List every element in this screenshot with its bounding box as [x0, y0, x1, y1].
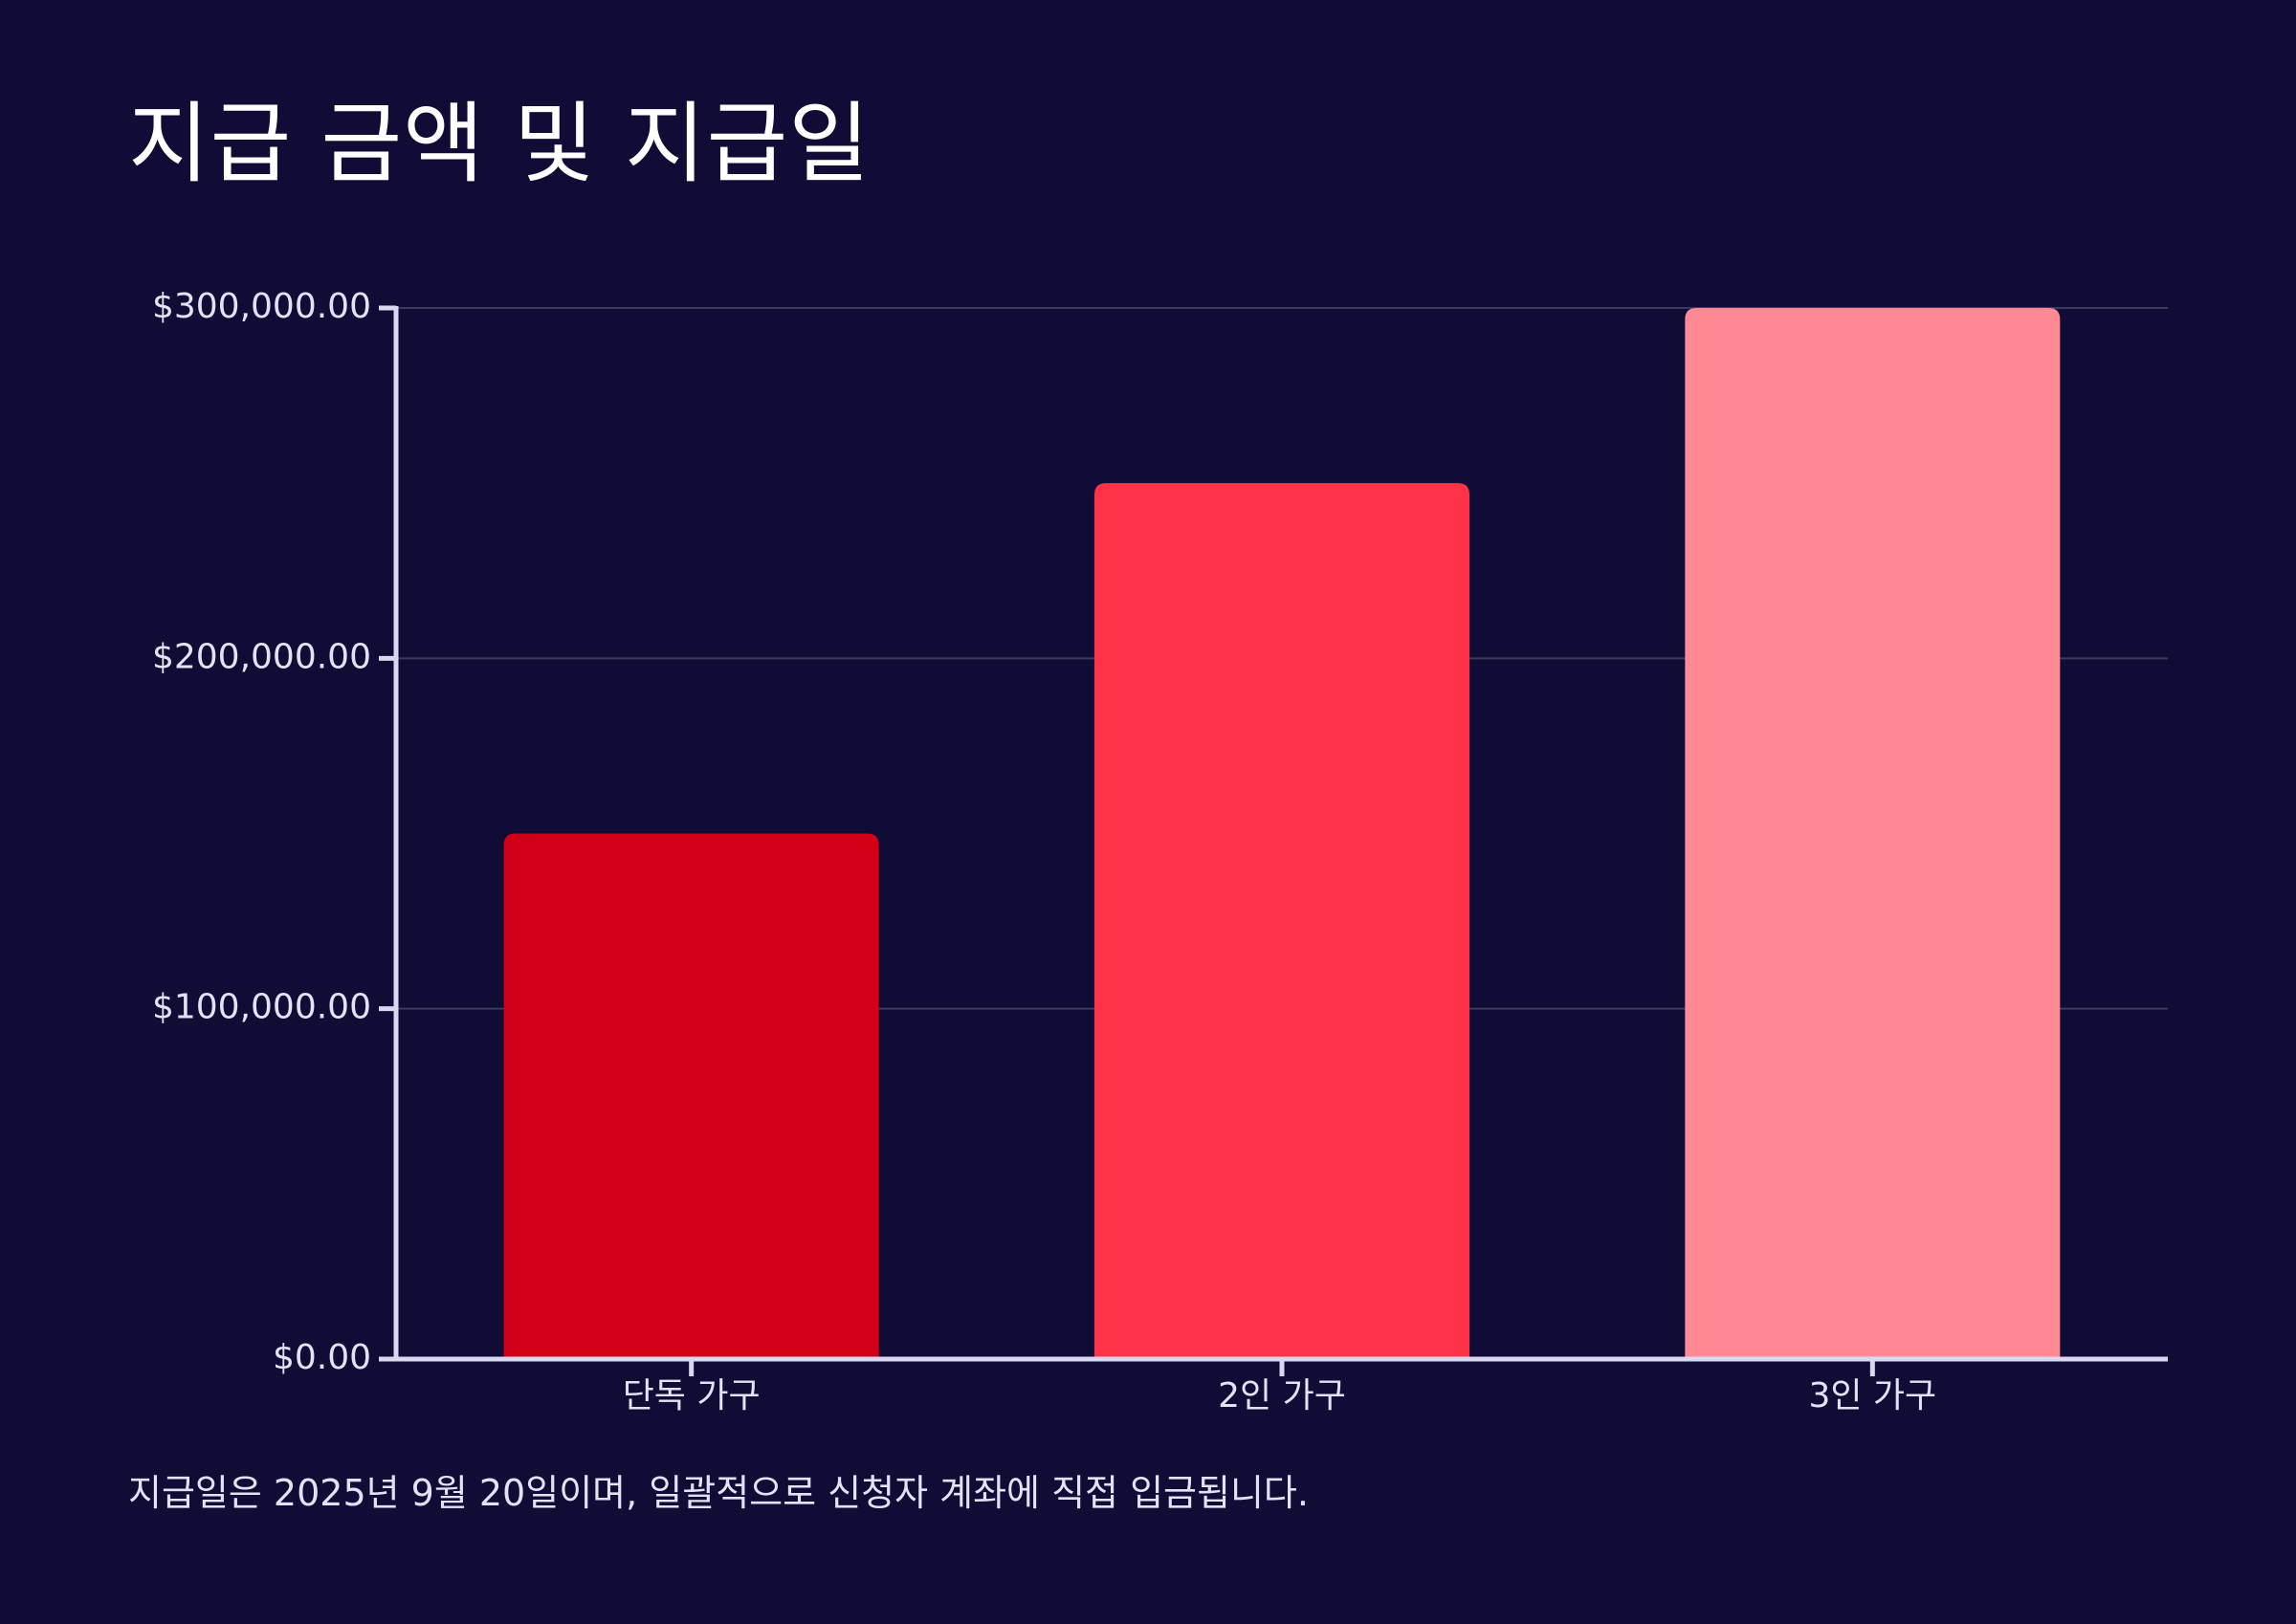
y-tick-label: $200,000.00 [152, 637, 371, 676]
bar-1 [503, 833, 879, 1359]
y-tick-label: $100,000.00 [152, 988, 371, 1027]
bar-3 [1685, 308, 2061, 1359]
y-tick-label: $300,000.00 [152, 287, 371, 326]
tick-labels: $0.00 $100,000.00 $200,000.00 $300,000.00 단독… [152, 287, 1936, 1416]
x-tick-label: 2인 가구 [1218, 1376, 1346, 1416]
bar-2 [1094, 483, 1469, 1360]
footnote: 지급일은 2025년 9월 20일이며, 일괄적으로 신청자 계좌에 직접 입금… [128, 1472, 1309, 1514]
x-tick-label: 단독 가구 [623, 1376, 761, 1416]
bars [503, 308, 2061, 1360]
page-title: 지급 금액 및 지급일 [128, 93, 871, 195]
y-tick-label: $0.00 [273, 1338, 371, 1377]
axes [379, 305, 2168, 1376]
x-tick-label: 3인 가구 [1808, 1376, 1936, 1416]
